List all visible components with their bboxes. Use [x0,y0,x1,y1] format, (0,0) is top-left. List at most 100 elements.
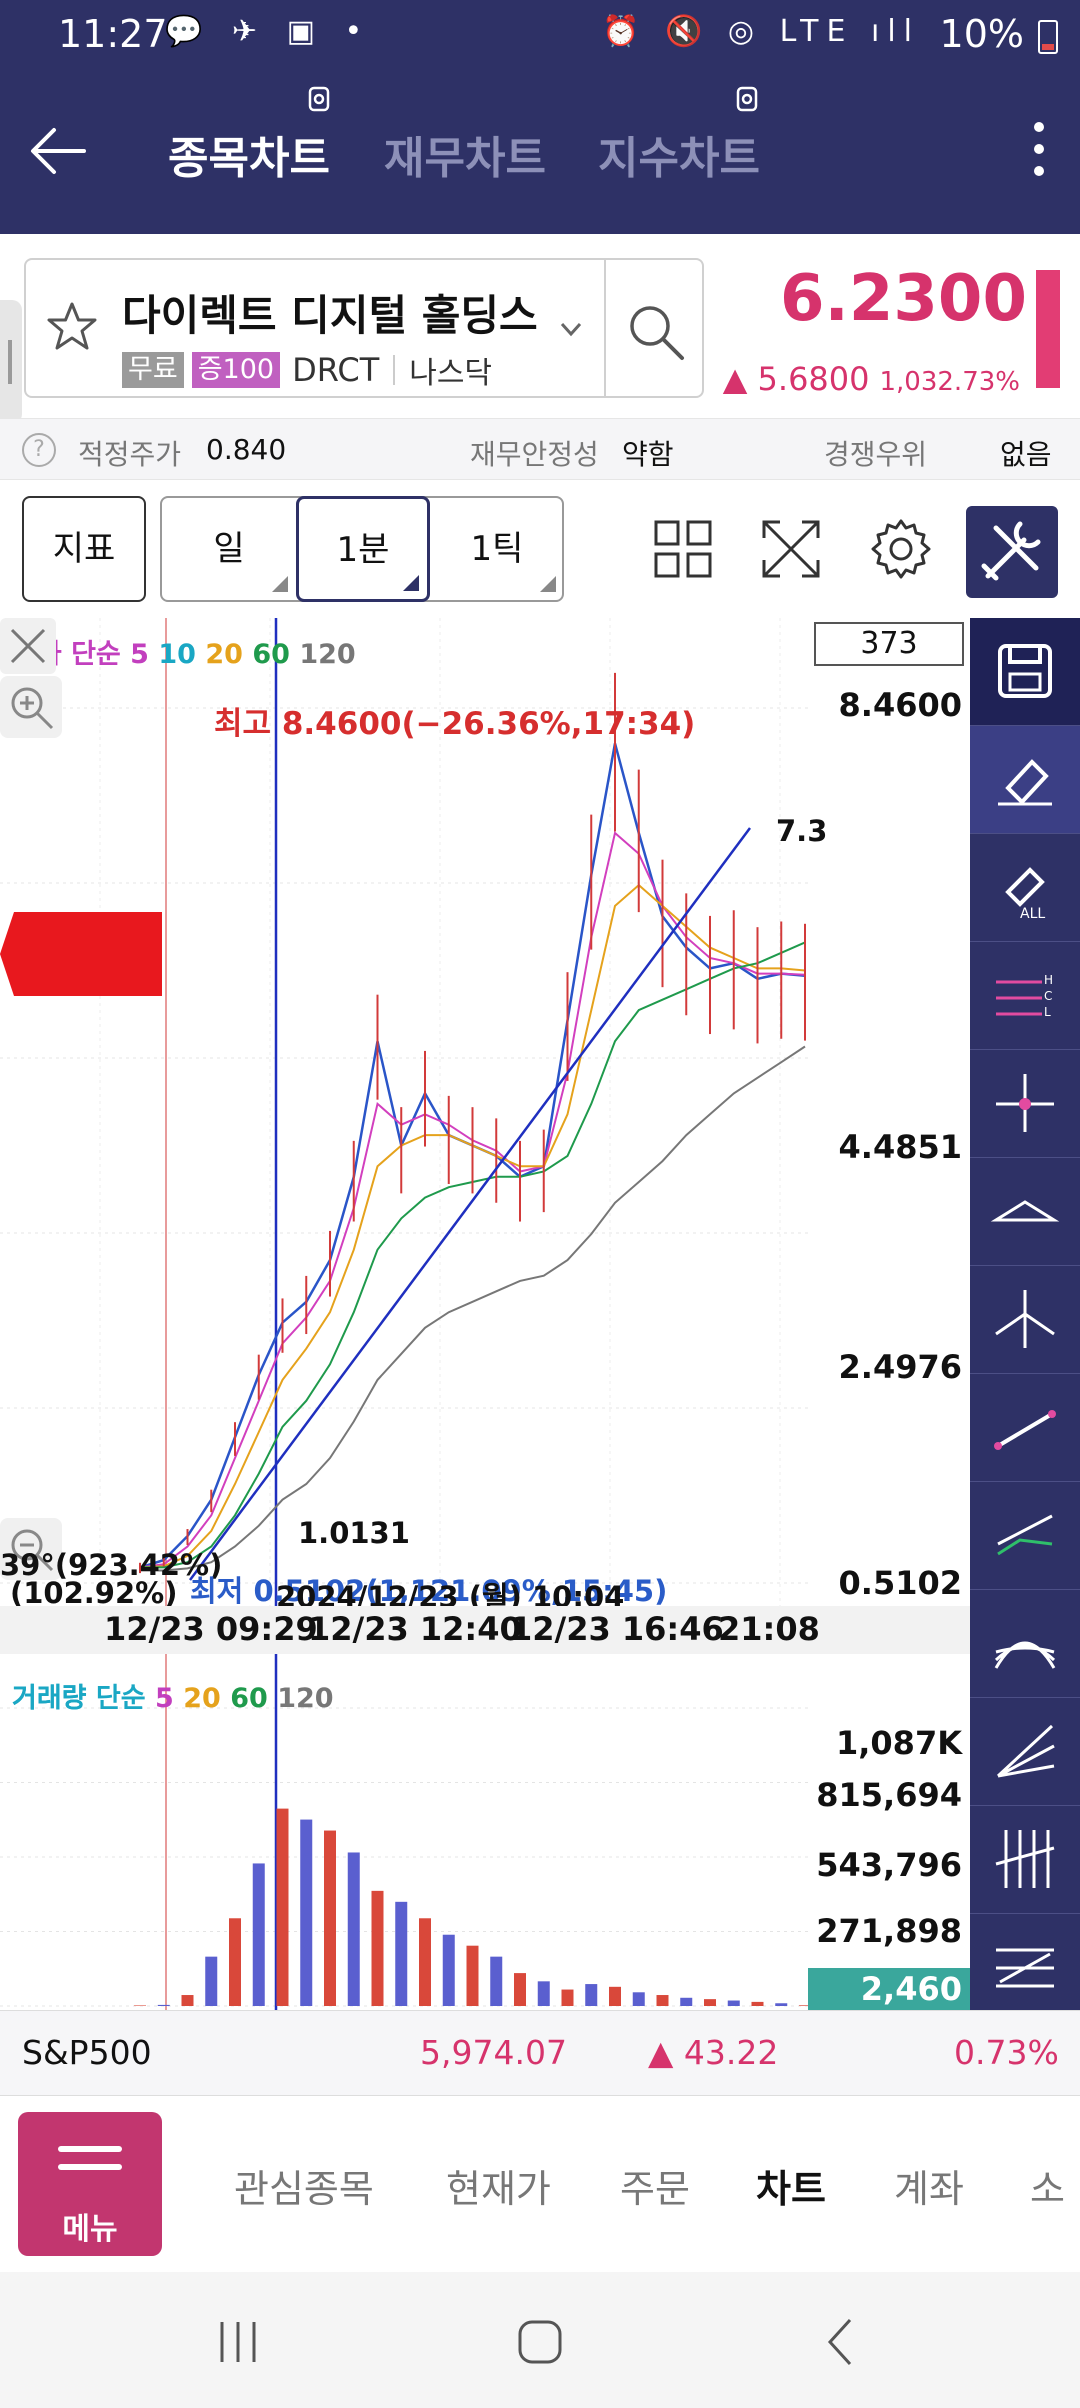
fair-price-value: 0.840 [206,433,287,466]
price-change: ▲ 5.6800 1,032.73% [720,360,1020,398]
drawing-tool-parallel-lines[interactable] [970,1806,1080,1914]
chevron-down-icon[interactable] [556,314,586,344]
x-tick: 21:08 [718,1610,820,1648]
tab-stock-chart[interactable]: 종목차트 [168,133,330,184]
nav-watchlist[interactable]: 관심종목 [234,2167,374,2211]
volume-bar [347,1852,360,2006]
index-pct: 0.73% [954,2033,1059,2072]
ticker-symbol: DRCT [292,351,380,389]
drawing-tool-channel[interactable] [970,1914,1080,2022]
series-line-2 [139,883,806,1569]
fair-price-label: 적정주가 [78,438,182,471]
chart-area[interactable]: 종가 단순 5 10 20 60 120 373 최고 8.4600(−26.3… [0,618,972,2010]
drawing-tool-eraser-all[interactable]: ALL [970,834,1080,942]
home-icon[interactable] [510,2312,570,2372]
series-line-4 [140,1045,806,1572]
close-icon[interactable] [0,618,56,674]
stability-value: 약함 [622,438,674,471]
zoom-out-icon[interactable] [0,1518,62,1580]
star-icon[interactable] [42,298,102,358]
zoom-in-icon[interactable] [0,676,62,738]
vlegend-ma5: 5 [155,1683,174,1714]
more-menu-button[interactable] [1024,114,1054,194]
price-volume-chart[interactable] [0,618,970,2010]
price-bar [1036,270,1060,388]
volume-bar [632,1992,645,2006]
drawing-tools-button[interactable] [966,506,1058,598]
competitive-value: 없음 [1000,438,1052,471]
app-header: 종목차트 재무차트 지수차트 [0,72,1080,234]
index-ticker[interactable]: S&P500 5,974.07 ▲ 43.22 0.73% [0,2010,1080,2096]
volume-tick: 271,898 [816,1912,962,1950]
help-icon[interactable]: ? [22,433,56,467]
battery-icon [1038,20,1058,54]
drawing-tool-eraser[interactable] [970,726,1080,834]
fullscreen-icon[interactable] [758,516,824,582]
valuation-row: ? 적정주가 0.840 재무안정성 약함 경쟁우위 없음 [0,418,1080,480]
visible-count[interactable]: 373 [814,622,964,666]
volume-tick: 543,796 [816,1846,962,1884]
period-selector: 일 1분 1틱 [160,496,564,602]
period-1min[interactable]: 1분 [296,496,430,602]
volume-bar [585,1984,598,2006]
back-nav-icon[interactable] [812,2312,872,2372]
volume-tick: 1,087K [835,1724,962,1762]
x-tick: 12/23 09:29 [104,1610,318,1648]
legend-ma60: 60 [252,639,290,670]
drawing-toolbar: ALL H C L [970,618,1080,2022]
nav-account[interactable]: 계좌 [894,2167,964,2211]
period-day[interactable]: 일 [162,498,296,600]
parallel-lines-icon [995,1830,1055,1888]
nav-more[interactable]: 소 [1030,2167,1065,2211]
volume-bar [466,1945,479,2006]
status-time: 11:27 [58,12,168,56]
drawing-tool-crosshair[interactable] [970,1050,1080,1158]
volume-bar [371,1890,384,2006]
vlegend-ma20: 20 [183,1683,221,1714]
drawing-tool-trend-line[interactable] [970,1374,1080,1482]
current-price-flag [0,912,162,996]
nav-chart[interactable]: 차트 [756,2167,826,2211]
recent-apps-icon[interactable] [208,2312,268,2372]
gear-icon[interactable] [868,516,934,582]
drawing-tool-ray[interactable] [970,1698,1080,1806]
tab-index-chart[interactable]: 지수차트 [598,133,760,184]
drawing-tool-save[interactable] [970,618,1080,726]
volume-bar [134,2005,146,2006]
svg-text:ALL: ALL [1020,906,1045,922]
volume-bar [656,1995,669,2006]
menu-button[interactable]: 메뉴 [18,2112,162,2256]
period-1tick[interactable]: 1틱 [430,498,564,600]
drawing-tool-auto-trend[interactable] [970,1482,1080,1590]
nav-order[interactable]: 주문 [620,2167,690,2211]
side-drawer-handle[interactable] [0,300,22,424]
volume-current: 2,460 [808,1968,970,2010]
drawing-tool-fan[interactable] [970,1590,1080,1698]
drawing-tool-vertical-line[interactable] [970,1266,1080,1374]
grid-layout-icon[interactable] [650,516,716,582]
stock-selector[interactable]: 다이렉트 디지털 홀딩스 무료 증100 DRCT 나스닥 [24,258,704,398]
triangle-icon [990,1200,1060,1222]
nav-quote[interactable]: 현재가 [446,2167,551,2211]
margin-badge: 증100 [191,352,281,388]
crosshair-icon [996,1074,1054,1132]
back-button[interactable] [24,116,94,186]
ray-icon [996,1724,1055,1778]
indicator-button[interactable]: 지표 [22,496,146,602]
channel-icon [996,1948,1054,1988]
volume-bar [514,1973,526,2006]
stock-name: 다이렉트 디지털 홀딩스 [122,291,538,340]
volume-legend-items: 거래량 단순 5 20 60 120 [12,1676,334,1715]
save-icon [998,644,1052,698]
volume-bar [727,2000,740,2006]
drawing-tool-triangle[interactable] [970,1158,1080,1266]
price-change-pct: 1,032.73% [879,367,1021,397]
bottom-nav: 메뉴 관심종목 현재가 주문 차트 계좌 소 [0,2096,1080,2272]
volume-legend-prefix: 거래량 단순 [12,1683,146,1714]
tab-financial-chart[interactable]: 재무차트 [384,133,546,184]
search-button[interactable] [604,260,704,396]
volume-bar [157,2004,170,2006]
competitive-label: 경쟁우위 [824,438,928,471]
eraser-all-icon: ALL [1005,867,1045,922]
